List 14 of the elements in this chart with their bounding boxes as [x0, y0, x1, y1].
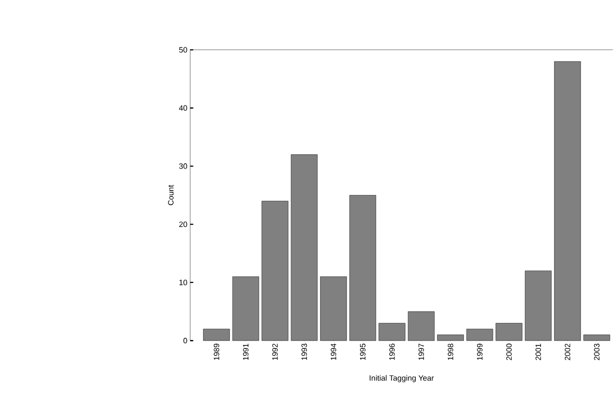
bar — [408, 311, 435, 341]
bar — [290, 154, 318, 341]
bar — [496, 323, 522, 341]
bar — [524, 270, 552, 341]
bar — [320, 276, 347, 341]
bar — [203, 328, 230, 341]
bar — [232, 276, 260, 341]
bar — [349, 195, 376, 341]
bar — [583, 334, 610, 341]
bar — [262, 200, 288, 341]
bar — [378, 323, 406, 341]
bar — [554, 61, 581, 341]
bar — [437, 334, 464, 341]
bar — [466, 328, 494, 341]
